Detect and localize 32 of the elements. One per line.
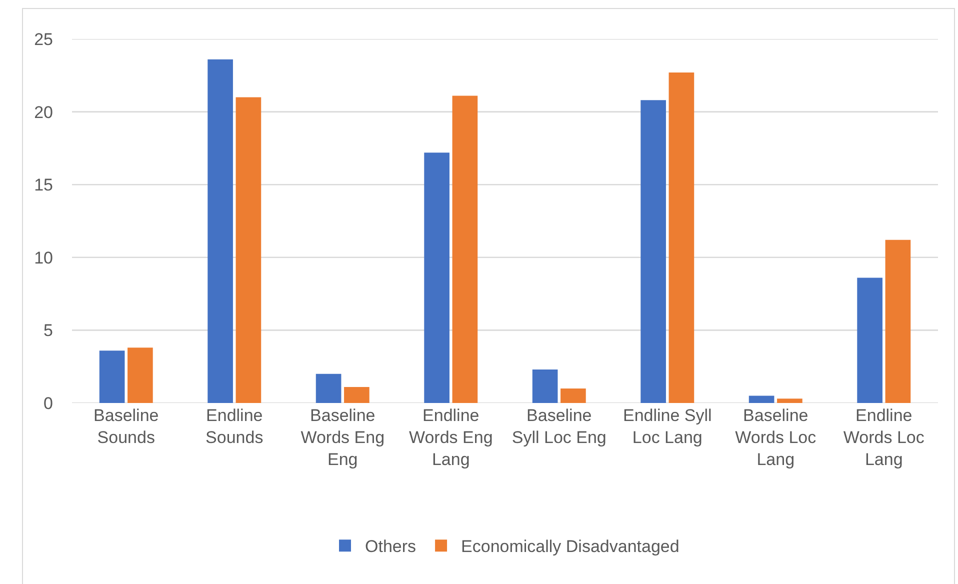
x-tick-label: Baseline Words Loc Lang — [735, 406, 817, 470]
y-tick-label: 15 — [34, 176, 53, 195]
bar — [344, 386, 370, 403]
bar — [885, 240, 911, 403]
bar — [424, 152, 450, 403]
x-tick-label: Baseline Sounds — [94, 406, 159, 448]
y-tick-label: 25 — [34, 30, 53, 49]
bar — [857, 278, 882, 403]
bar — [208, 59, 233, 403]
bar — [452, 96, 478, 403]
x-tick-label: Endline Words Eng Lang — [408, 406, 493, 470]
bar — [532, 370, 558, 403]
y-tick-label: 5 — [44, 321, 53, 340]
bar — [236, 97, 262, 403]
bar — [640, 100, 666, 403]
y-tick-label: 10 — [34, 248, 53, 268]
x-tick-label: Endline Words Loc Lang — [843, 406, 925, 470]
x-tick-label: Endline Syll Loc Lang — [622, 406, 712, 448]
bar — [668, 72, 694, 403]
legend-label: Economically Disadvantaged — [461, 537, 680, 556]
x-tick-label: Endline Sounds — [206, 406, 264, 448]
y-tick-label: 0 — [44, 394, 53, 413]
y-tick-label: 20 — [34, 102, 53, 122]
bar — [99, 350, 125, 403]
bar — [777, 398, 802, 403]
x-tick-label: Baseline Words Eng Eng — [300, 406, 385, 470]
legend-label: Others — [365, 537, 416, 556]
bar — [316, 374, 342, 403]
x-tick-label: Baseline Syll Loc Eng — [512, 406, 606, 448]
bar — [748, 396, 774, 403]
bar — [560, 388, 586, 403]
bar — [128, 348, 153, 403]
